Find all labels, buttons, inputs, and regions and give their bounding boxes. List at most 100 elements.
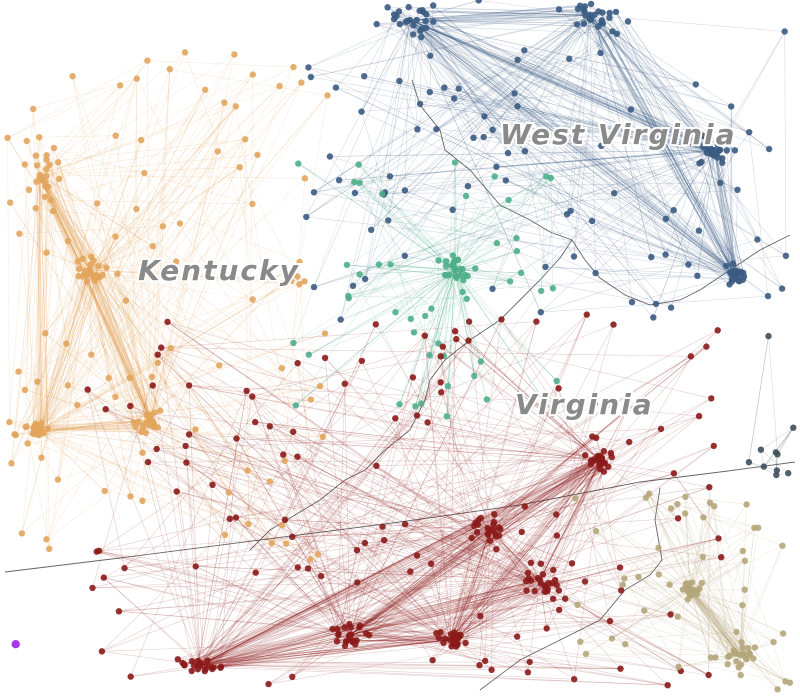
kentucky-cluster-edge xyxy=(39,174,253,300)
virginia-cluster-node xyxy=(438,389,445,396)
virginia-cluster-node xyxy=(379,523,386,530)
west-virginia-cluster-edge xyxy=(601,22,736,276)
kentucky-cluster-edge xyxy=(39,424,144,431)
virginia-cluster-edge xyxy=(349,634,668,686)
kentucky-cluster-node xyxy=(81,271,88,278)
virginia-cluster-node xyxy=(606,617,614,625)
virginia-cluster-edge xyxy=(220,640,357,668)
virginia-cluster-edge xyxy=(324,357,491,541)
virginia-cluster-node xyxy=(687,353,695,360)
virginia-cluster-edge xyxy=(124,486,710,569)
virginia-cluster-edge xyxy=(349,456,612,636)
virginia-cluster-edge xyxy=(229,518,451,641)
virginia-cluster-edge xyxy=(443,450,605,643)
virginia-cluster-edge xyxy=(197,664,621,670)
kentucky-cluster-edge xyxy=(50,60,148,201)
virginia-cluster-node xyxy=(591,400,599,407)
kentucky-cluster-node xyxy=(116,82,124,89)
kentucky-cluster-edge xyxy=(39,261,177,431)
virginia-cluster-edge xyxy=(199,615,481,666)
west-virginia-cluster-edge xyxy=(453,98,745,277)
west-virginia-cluster-edge xyxy=(496,149,716,168)
virginia-cluster-edge xyxy=(297,456,358,551)
virginia-cluster-edge xyxy=(489,462,606,531)
virginia-cluster-edge xyxy=(449,572,529,641)
tan-cluster-edge xyxy=(577,493,650,605)
tan-cluster-edge xyxy=(685,496,747,505)
tan-cluster-edge xyxy=(669,584,741,656)
kentucky-cluster-edge xyxy=(33,419,151,429)
virginia-cluster-edge xyxy=(487,459,597,535)
tan-cluster-edge xyxy=(689,594,741,656)
west-virginia-cluster-edge xyxy=(601,22,736,276)
west-virginia-cluster-edge xyxy=(409,19,723,164)
west-virginia-cluster-edge xyxy=(570,210,736,276)
west-virginia-cluster-node xyxy=(418,33,425,41)
virginia-cluster-edge xyxy=(345,462,604,642)
kentucky-cluster-edge xyxy=(39,174,321,387)
virginia-cluster-edge xyxy=(87,389,201,664)
kentucky-cluster-edge xyxy=(39,89,206,431)
green-cluster-edge xyxy=(486,399,554,414)
west-virginia-cluster-edge xyxy=(594,14,652,258)
green-cluster-edge xyxy=(454,237,517,271)
green-cluster-node xyxy=(345,295,352,302)
west-virginia-cluster-edge xyxy=(598,26,716,151)
virginia-cluster-edge xyxy=(344,524,479,628)
kentucky-cluster-edge xyxy=(150,348,172,418)
kentucky-cluster-edge xyxy=(39,422,134,431)
tan-cluster-node xyxy=(730,647,737,654)
virginia-cluster-edge xyxy=(98,383,345,552)
virginia-cluster-edge xyxy=(489,459,601,531)
virginia-cluster-edge xyxy=(476,455,598,533)
virginia-cluster-edge xyxy=(235,517,338,630)
green-cluster-node xyxy=(451,263,458,270)
kentucky-cluster-edge xyxy=(149,69,171,421)
virginia-cluster-edge xyxy=(441,324,614,393)
west-virginia-cluster-edge xyxy=(589,14,713,154)
virginia-cluster-edge xyxy=(489,473,674,531)
west-virginia-cluster-node xyxy=(694,272,701,279)
west-virginia-cluster-edge xyxy=(698,230,744,274)
west-virginia-cluster-node xyxy=(606,9,613,17)
west-virginia-cluster-edge xyxy=(730,106,733,282)
virginia-cluster-edge xyxy=(167,321,560,591)
kentucky-cluster-edge xyxy=(39,174,154,247)
green-cluster-node xyxy=(435,257,442,264)
tan-cluster-edge xyxy=(693,591,747,660)
green-cluster-edge xyxy=(358,164,511,282)
tan-cluster-edge xyxy=(595,530,684,590)
virginia-cluster-edge xyxy=(468,340,601,461)
west-virginia-cluster-edge xyxy=(589,14,716,151)
tan-cluster-edge xyxy=(699,588,749,649)
west-virginia-cluster-edge xyxy=(615,11,716,151)
kentucky-cluster-edge xyxy=(86,85,280,282)
west-virginia-cluster-node xyxy=(685,261,692,268)
west-virginia-cluster-edge xyxy=(384,149,716,193)
virginia-cluster-edge xyxy=(383,539,458,646)
west-virginia-cluster-node xyxy=(650,314,657,321)
virginia-cluster-node xyxy=(616,564,624,571)
west-virginia-cluster-edge xyxy=(388,220,736,276)
kentucky-cluster-edge xyxy=(142,432,147,501)
virginia-cluster-edge xyxy=(449,324,614,641)
virginia-cluster-edge xyxy=(191,567,298,662)
kentucky-cluster-edge xyxy=(39,274,88,431)
kentucky-cluster-edge xyxy=(7,137,88,275)
west-virginia-cluster-edge xyxy=(313,36,422,288)
virginia-cluster-node xyxy=(626,438,633,446)
kentucky-cluster-edge xyxy=(297,95,328,277)
virginia-cluster-edge xyxy=(349,579,556,636)
kentucky-cluster-edge xyxy=(72,76,151,421)
kentucky-cluster-node xyxy=(64,237,72,245)
west-virginia-cluster-edge xyxy=(387,14,591,221)
virginia-cluster-node xyxy=(429,657,436,664)
virginia-cluster-edge xyxy=(539,579,547,629)
west-virginia-cluster-edge xyxy=(409,19,736,151)
west-virginia-cluster-edge xyxy=(540,239,758,313)
virginia-cluster-node xyxy=(437,353,444,360)
virginia-cluster-edge xyxy=(349,623,486,662)
virginia-cluster-edge xyxy=(465,529,491,644)
dark-slate-cluster-edge xyxy=(748,336,769,463)
virginia-cluster-edge xyxy=(147,461,256,573)
